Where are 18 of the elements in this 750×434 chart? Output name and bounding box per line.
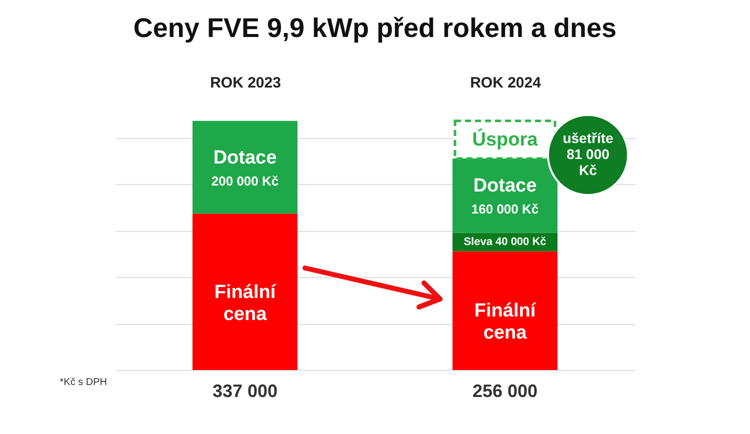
series-label: Finální cena: [214, 282, 276, 325]
text: 256 000: [472, 381, 538, 401]
x-tick-label: ROK 2023: [210, 74, 281, 92]
data-label: 160 000 Kč: [471, 202, 539, 217]
data-label: 200 000 Kč: [211, 173, 279, 188]
annotation: ušetříte 81 000 Kč: [562, 130, 614, 178]
series-label: Dotace: [473, 176, 537, 197]
text: 337 000: [212, 381, 278, 401]
text: *Kč s DPH: [60, 377, 107, 388]
x-tick-label: ROK 2024: [470, 74, 542, 92]
bar: [452, 251, 558, 370]
text: Sleva 40 000 Kč: [464, 236, 546, 248]
series-label: Úspora: [472, 128, 538, 151]
bar: [192, 120, 298, 214]
text: Dotace: [213, 147, 277, 168]
bar: [192, 214, 298, 370]
text: Finální cena: [474, 300, 536, 344]
chart-title: Ceny FVE 9,9 kWp před rokem a dnes: [133, 13, 617, 43]
